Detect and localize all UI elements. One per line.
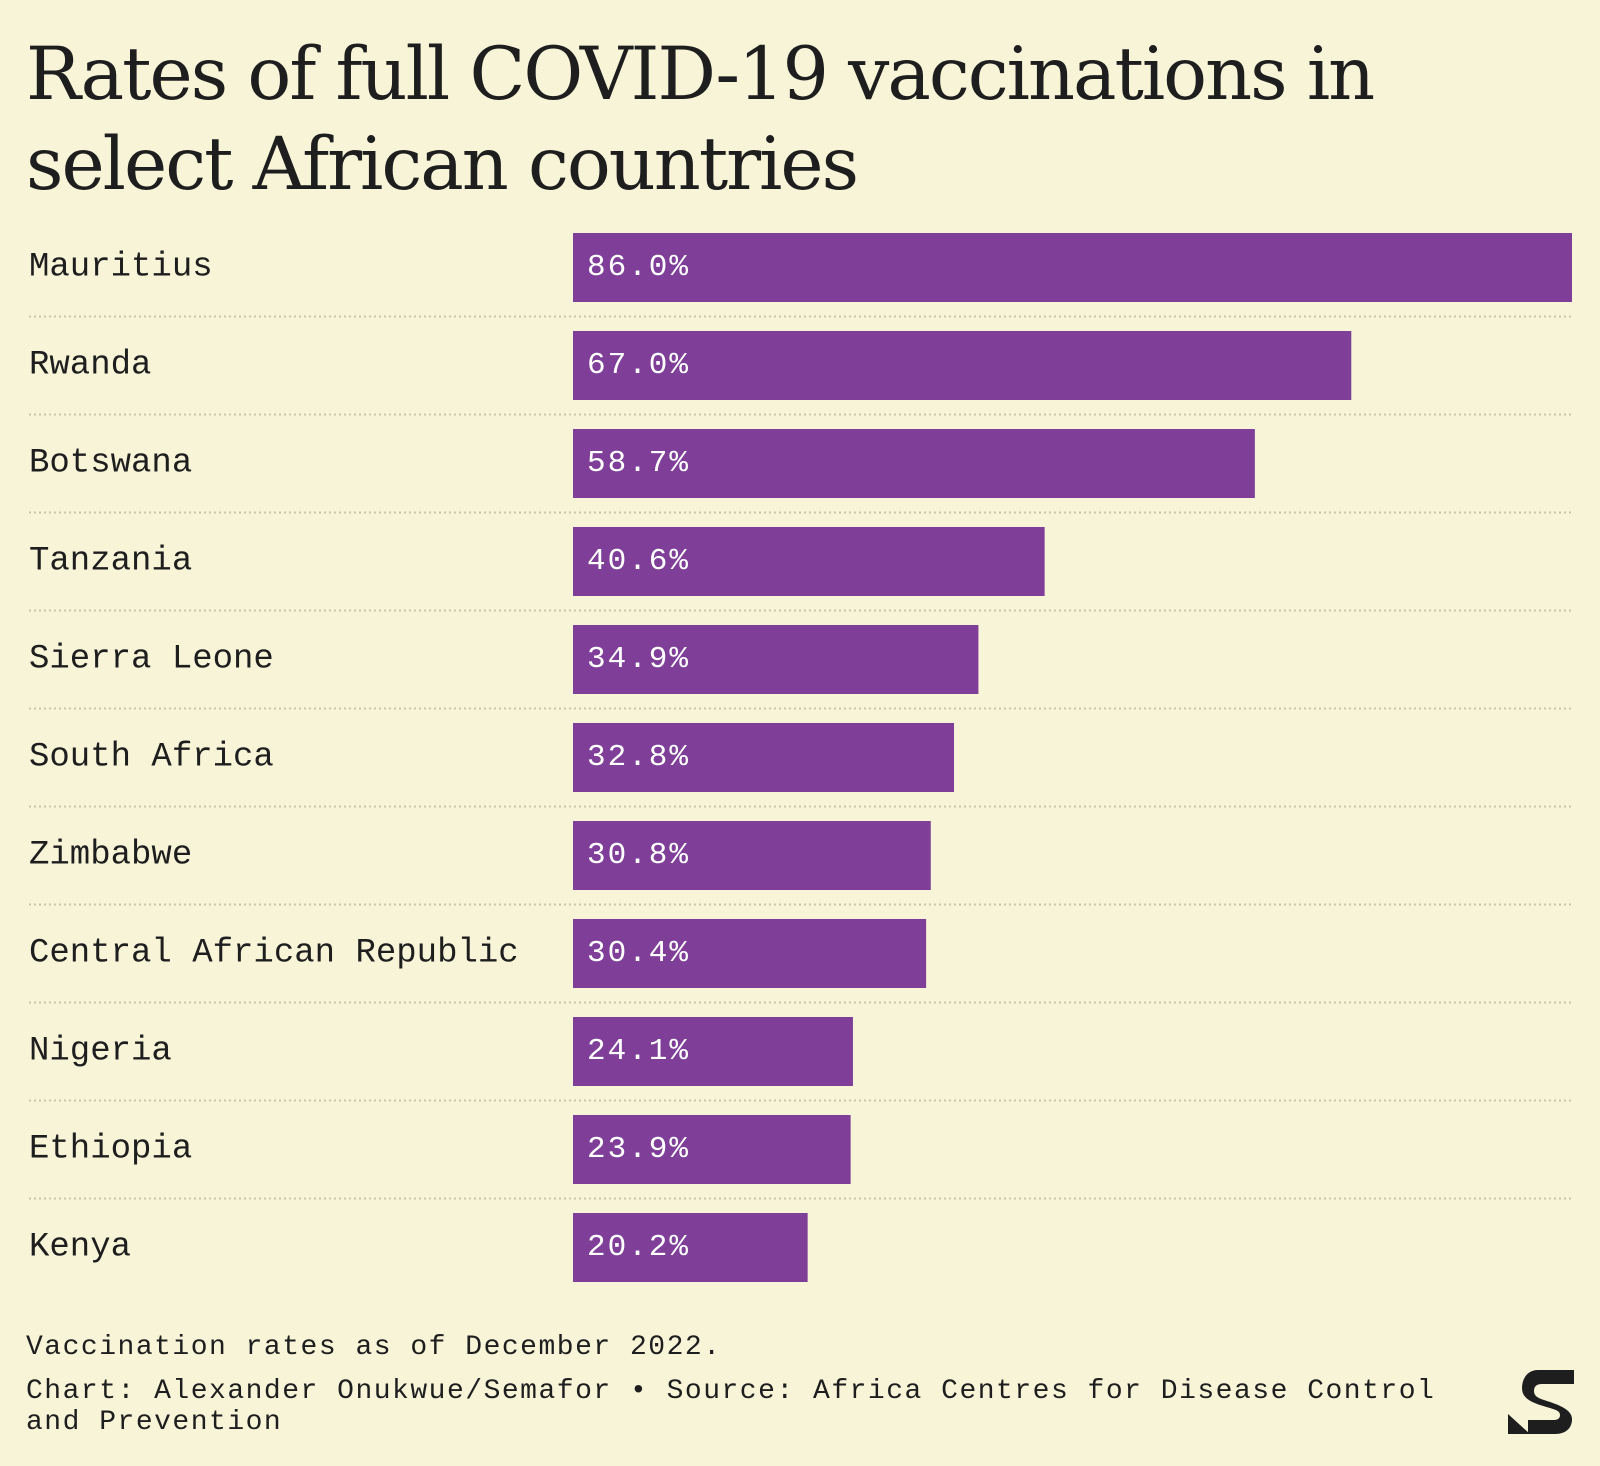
value-label: 58.7% [587,446,690,481]
bar-1 [573,331,1352,400]
value-label: 40.6% [587,544,690,579]
value-label: 86.0% [587,250,690,285]
semafor-logo-icon [1508,1370,1574,1434]
bar-2 [573,429,1255,498]
value-label: 23.9% [587,1132,690,1167]
source-credit: Chart: Alexander Onukwue/Semafor • Sourc… [26,1376,1436,1438]
row-dividers [29,315,1572,1200]
category-label: Zimbabwe [29,837,192,875]
value-label: 24.1% [587,1034,690,1069]
category-labels: Mauritius Rwanda Botswana Tanzania Sierra Le… [29,249,519,1267]
value-label: 20.2% [587,1230,690,1265]
category-label: Nigeria [29,1033,172,1071]
bar-4 [573,625,979,694]
bar-0 [573,233,1572,302]
value-label: 34.9% [587,642,690,677]
value-labels: 86.0% 67.0% 58.7% 40.6% 34.9% 32.8% 30.8% 30.4%… [587,250,690,1265]
value-label: 30.8% [587,838,690,873]
value-label: 32.8% [587,740,690,775]
bar-8 [573,1017,853,1086]
category-label: South Africa [29,739,274,777]
category-label: Botswana [29,445,192,483]
bar-6 [573,821,931,890]
value-label: 30.4% [587,936,690,971]
category-label: Rwanda [29,347,151,385]
category-label: Kenya [29,1229,131,1267]
category-label: Central African Republic [29,935,519,973]
bars [573,233,1572,1282]
bar-3 [573,527,1045,596]
bar-chart: Mauritius Rwanda Botswana Tanzania Sierra Le… [29,233,1572,1282]
category-label: Tanzania [29,543,192,581]
value-label: 67.0% [587,348,690,383]
bar-5 [573,723,955,792]
bar-9 [573,1115,851,1184]
category-label: Ethiopia [29,1131,192,1169]
bar-7 [573,919,927,988]
bar-10 [573,1213,808,1282]
category-label: Mauritius [29,249,213,287]
chart-title: Rates of full COVID-19 vaccinations in s… [26,32,1375,207]
category-label: Sierra Leone [29,641,274,679]
footnote: Vaccination rates as of December 2022. [26,1332,722,1363]
